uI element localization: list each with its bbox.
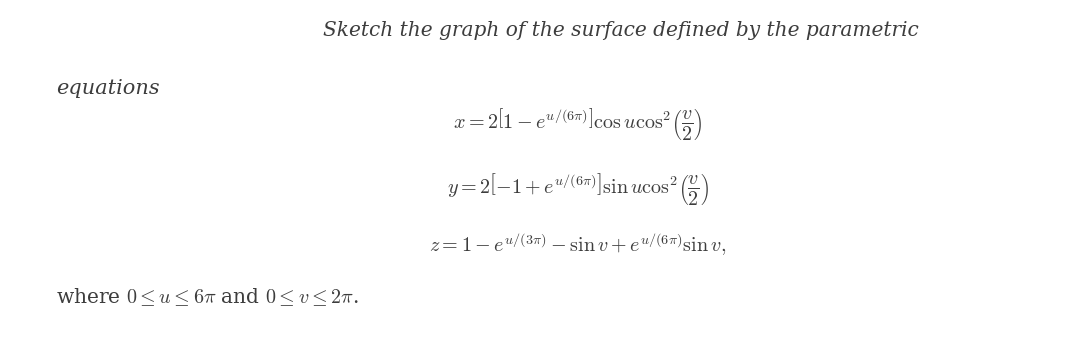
Text: equations: equations — [56, 79, 160, 98]
Text: where $0 \leq u \leq 6\pi$ and $0 \leq v \leq 2\pi$.: where $0 \leq u \leq 6\pi$ and $0 \leq v… — [56, 286, 359, 308]
Text: Sketch the graph of the surface defined by the parametric: Sketch the graph of the surface defined … — [323, 21, 919, 40]
Text: $x = 2\left[1 - e^{u/(6\pi)}\right] \cos u \cos^2\!\left(\dfrac{v}{2}\right)$: $x = 2\left[1 - e^{u/(6\pi)}\right] \cos… — [454, 107, 702, 143]
Text: $y = 2\left[-1 + e^{u/(6\pi)}\right] \sin u \cos^2\!\left(\dfrac{v}{2}\right)$: $y = 2\left[-1 + e^{u/(6\pi)}\right] \si… — [447, 172, 708, 208]
Text: $z = 1 - e^{u/(3\pi)} - \sin v + e^{u/(6\pi)} \sin v,$: $z = 1 - e^{u/(3\pi)} - \sin v + e^{u/(6… — [429, 231, 727, 258]
